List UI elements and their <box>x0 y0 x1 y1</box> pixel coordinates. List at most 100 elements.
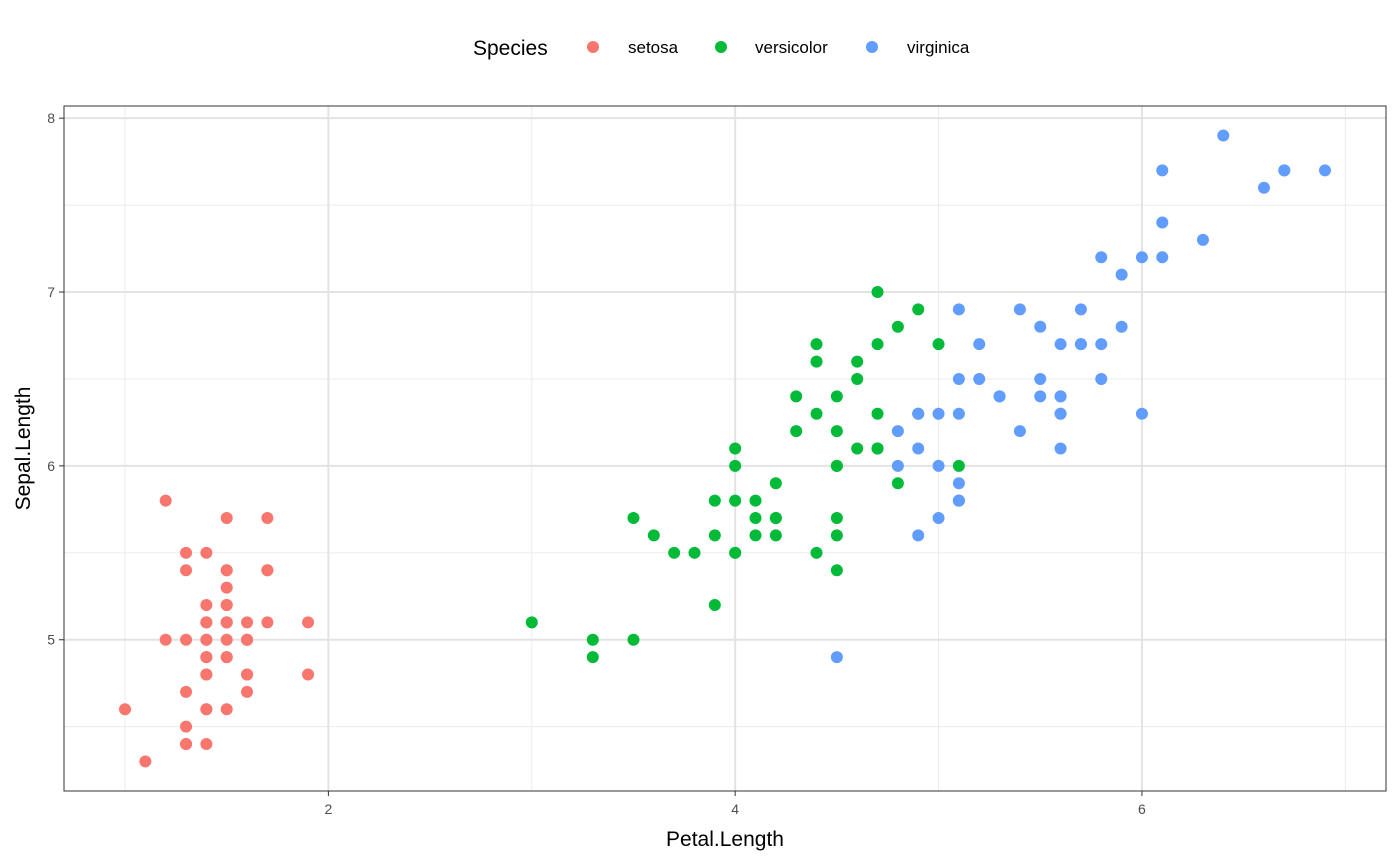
y-axis-title: Sepal.Length <box>12 387 35 511</box>
legend-label-versicolor: versicolor <box>755 38 828 57</box>
point-virginica <box>912 529 925 542</box>
point-virginica <box>1034 320 1047 333</box>
point-virginica <box>1095 338 1108 351</box>
point-virginica <box>1034 372 1047 385</box>
point-setosa <box>200 668 213 681</box>
point-versicolor <box>586 633 599 646</box>
point-setosa <box>200 651 213 664</box>
point-setosa <box>119 703 132 716</box>
point-versicolor <box>851 355 864 368</box>
point-setosa <box>159 494 172 507</box>
data-points <box>119 129 1331 768</box>
legend-title: Species <box>473 37 548 60</box>
point-setosa <box>200 546 213 559</box>
point-versicolor <box>871 338 884 351</box>
major-gridlines <box>64 106 1386 791</box>
point-virginica <box>912 407 925 420</box>
point-versicolor <box>871 442 884 455</box>
point-versicolor <box>729 546 742 559</box>
minor-gridlines <box>64 106 1386 791</box>
point-setosa <box>180 546 193 559</box>
x-tick-label: 2 <box>325 801 333 817</box>
point-setosa <box>261 616 274 629</box>
point-setosa <box>220 616 233 629</box>
y-tick-label: 5 <box>47 632 55 648</box>
point-virginica <box>952 303 965 316</box>
point-virginica <box>1156 164 1169 177</box>
point-virginica <box>912 442 925 455</box>
legend-label-virginica: virginica <box>907 38 970 57</box>
point-setosa <box>220 703 233 716</box>
point-versicolor <box>952 459 965 472</box>
point-virginica <box>830 651 843 664</box>
point-setosa <box>241 685 254 698</box>
point-versicolor <box>586 651 599 664</box>
point-virginica <box>1013 303 1026 316</box>
point-virginica <box>1054 442 1067 455</box>
point-setosa <box>302 668 315 681</box>
point-virginica <box>1034 390 1047 403</box>
point-versicolor <box>871 407 884 420</box>
point-versicolor <box>830 564 843 577</box>
point-versicolor <box>769 529 782 542</box>
point-virginica <box>1115 320 1128 333</box>
point-versicolor <box>810 546 823 559</box>
point-setosa <box>200 616 213 629</box>
point-virginica <box>1074 338 1087 351</box>
y-tick-label: 8 <box>47 110 55 126</box>
y-axis: 5 6 7 8 <box>47 110 64 648</box>
point-virginica <box>952 477 965 490</box>
point-versicolor <box>830 390 843 403</box>
point-virginica <box>891 459 904 472</box>
point-virginica <box>973 338 986 351</box>
point-versicolor <box>830 512 843 525</box>
point-versicolor <box>749 494 762 507</box>
x-tick-label: 4 <box>731 801 739 817</box>
point-versicolor <box>830 459 843 472</box>
panel-border <box>63 105 1387 792</box>
point-setosa <box>241 633 254 646</box>
point-versicolor <box>708 598 721 611</box>
point-versicolor <box>729 442 742 455</box>
point-virginica <box>1278 164 1291 177</box>
point-setosa <box>220 564 233 577</box>
point-setosa <box>261 512 274 525</box>
x-axis: 2 4 6 <box>325 791 1146 817</box>
point-virginica <box>993 390 1006 403</box>
point-virginica <box>1135 251 1148 264</box>
point-virginica <box>1115 268 1128 281</box>
point-virginica <box>1074 303 1087 316</box>
point-virginica <box>1135 407 1148 420</box>
y-tick-label: 7 <box>47 284 55 300</box>
x-tick-label: 6 <box>1138 801 1146 817</box>
point-setosa <box>261 564 274 577</box>
point-versicolor <box>708 494 721 507</box>
panel-background <box>64 106 1386 791</box>
point-virginica <box>1095 251 1108 264</box>
point-setosa <box>241 616 254 629</box>
point-setosa <box>200 598 213 611</box>
point-setosa <box>200 703 213 716</box>
point-virginica <box>932 407 945 420</box>
point-versicolor <box>729 494 742 507</box>
point-versicolor <box>749 512 762 525</box>
point-setosa <box>220 633 233 646</box>
point-setosa <box>159 633 172 646</box>
point-setosa <box>241 668 254 681</box>
point-versicolor <box>891 320 904 333</box>
point-versicolor <box>790 425 803 438</box>
point-virginica <box>952 494 965 507</box>
point-virginica <box>973 372 986 385</box>
point-versicolor <box>769 477 782 490</box>
plot-panel <box>63 105 1387 792</box>
point-virginica <box>952 407 965 420</box>
legend-label-setosa: setosa <box>628 38 679 57</box>
point-virginica <box>932 459 945 472</box>
point-versicolor <box>871 286 884 299</box>
point-virginica <box>1013 425 1026 438</box>
point-versicolor <box>830 529 843 542</box>
point-virginica <box>1217 129 1230 142</box>
point-versicolor <box>810 338 823 351</box>
point-virginica <box>932 512 945 525</box>
